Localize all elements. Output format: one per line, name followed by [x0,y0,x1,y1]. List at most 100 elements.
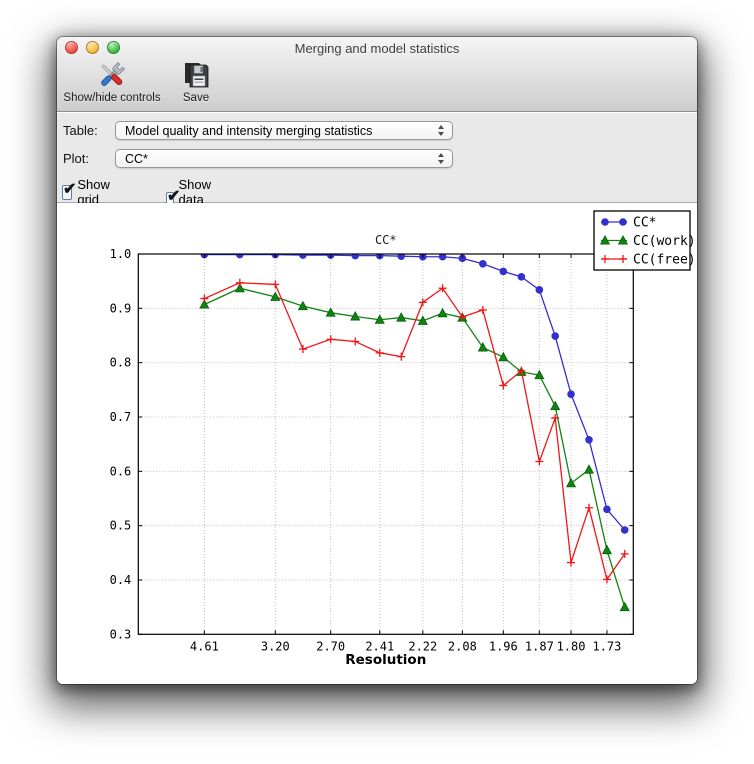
data-point-triangle [550,400,561,411]
checkmark-icon: ✔ [167,188,181,205]
data-point-triangle [565,477,577,488]
data-point-circle [458,254,467,263]
data-point-triangle [325,307,336,317]
data-point-circle [299,254,307,259]
checkmark-icon: ✔ [63,180,77,198]
y-tick-label: 0.4 [110,573,132,587]
x-tick-label: 1.73 [592,639,621,653]
stepper-icon [438,125,445,138]
data-point-circle [397,254,406,260]
chart-series [199,254,630,612]
data-point-circle [551,332,559,340]
tools-icon [101,62,125,86]
data-point-triangle [477,341,488,352]
stepper-icon [438,153,445,166]
data-point-triangle [350,311,361,321]
data-point-triangle [270,291,281,301]
app-window: Merging and model statistics Show/hide c… [57,37,697,684]
x-axis-label: Resolution [345,652,426,668]
plot-select-value: CC* [125,152,148,166]
series-line [204,287,626,608]
axis-ticks [138,253,634,635]
data-point-circle [620,526,629,534]
y-tick-label: 0.8 [110,356,132,370]
data-point-triangle [617,235,629,245]
data-point-triangle [234,282,245,293]
save-icon [185,63,209,88]
save-button[interactable]: Save [176,59,216,104]
table-select[interactable]: Model quality and intensity merging stat… [115,121,453,140]
chart-grid [138,253,634,635]
data-point-circle [351,254,360,260]
data-point-circle [601,218,609,226]
data-point-circle [236,254,244,259]
data-point-triangle [601,544,613,555]
plot-row: Plot: CC* [63,149,691,170]
series-cc-work- [199,282,630,612]
data-point-triangle [498,351,509,362]
data-point-triangle [199,299,210,309]
title-bar: Merging and model statistics Show/hide c… [57,37,697,112]
data-point-circle [535,286,544,294]
plot-canvas: 4.61 3.20 2.70 2.41 2.22 2.08 1.96 1.87 1.80 1.73… [110,210,696,668]
data-point-circle [585,436,593,444]
axes-box [137,253,634,635]
chart-title: CC* [375,233,397,247]
y-tick-label: 0.3 [110,627,132,641]
x-tick-label: 2.70 [316,639,345,653]
toolbar-button-label: Save [182,92,210,104]
x-tick-label: 2.22 [408,639,437,653]
plot-label: Plot: [63,151,90,166]
series-cc-free- [200,278,629,584]
x-tick-label: 3.20 [261,639,290,653]
y-tick-label: 1.0 [110,247,132,261]
legend-label: CC(work) [633,234,696,249]
data-point-circle [567,390,575,398]
y-tick-label: 0.5 [110,519,132,533]
table-row: Table: Model quality and intensity mergi… [63,121,691,142]
legend-entry: CC(free) [601,253,696,268]
toolbar-button-label: Show/hide controls [63,92,161,104]
y-tick-label: 0.9 [110,301,132,315]
data-point-triangle [417,315,428,325]
data-point-circle [499,267,508,276]
data-point-triangle [297,300,308,311]
legend-entry: CC* [601,216,656,231]
plot-panel: 4.61 3.20 2.70 2.41 2.22 2.08 1.96 1.87 1.80 1.73… [57,203,697,684]
window-controls [65,41,120,54]
data-point-circle [438,254,447,261]
data-point-triangle [534,369,545,380]
y-tick-label: 0.6 [110,464,132,478]
data-point-triangle [583,464,595,474]
legend-label: CC* [633,216,656,231]
plot-select[interactable]: CC* [115,149,453,168]
x-tick-label: 1.80 [557,639,586,653]
data-point-triangle [374,314,385,324]
data-point-triangle [619,601,630,612]
x-tick-label: 2.08 [448,639,477,653]
minimize-button[interactable] [86,41,99,54]
table-select-value: Model quality and intensity merging stat… [125,124,373,138]
x-tick-label: 2.41 [365,639,394,653]
window-title: Merging and model statistics [294,41,460,56]
close-button[interactable] [65,41,78,54]
series-line [204,282,626,581]
data-point-circle [603,505,611,514]
data-point-circle [479,259,487,268]
y-tick-label: 0.7 [110,410,132,424]
series-cc- [200,254,629,534]
series-line [204,254,626,531]
data-point-circle [619,218,627,226]
chart-legend: CC* CC(work) CC(free) [593,210,696,271]
controls-panel: Table: Model quality and intensity mergi… [57,113,697,222]
x-tick-label: 1.87 [525,639,554,653]
legend-label: CC(free) [633,253,696,268]
data-point-triangle [396,312,407,322]
data-point-circle [517,273,526,281]
show-hide-controls-button[interactable]: Show/hide controls [59,59,165,104]
zoom-button[interactable] [107,41,120,54]
data-point-triangle [599,235,611,245]
table-label: Table: [63,123,98,138]
data-point-triangle [437,307,448,318]
